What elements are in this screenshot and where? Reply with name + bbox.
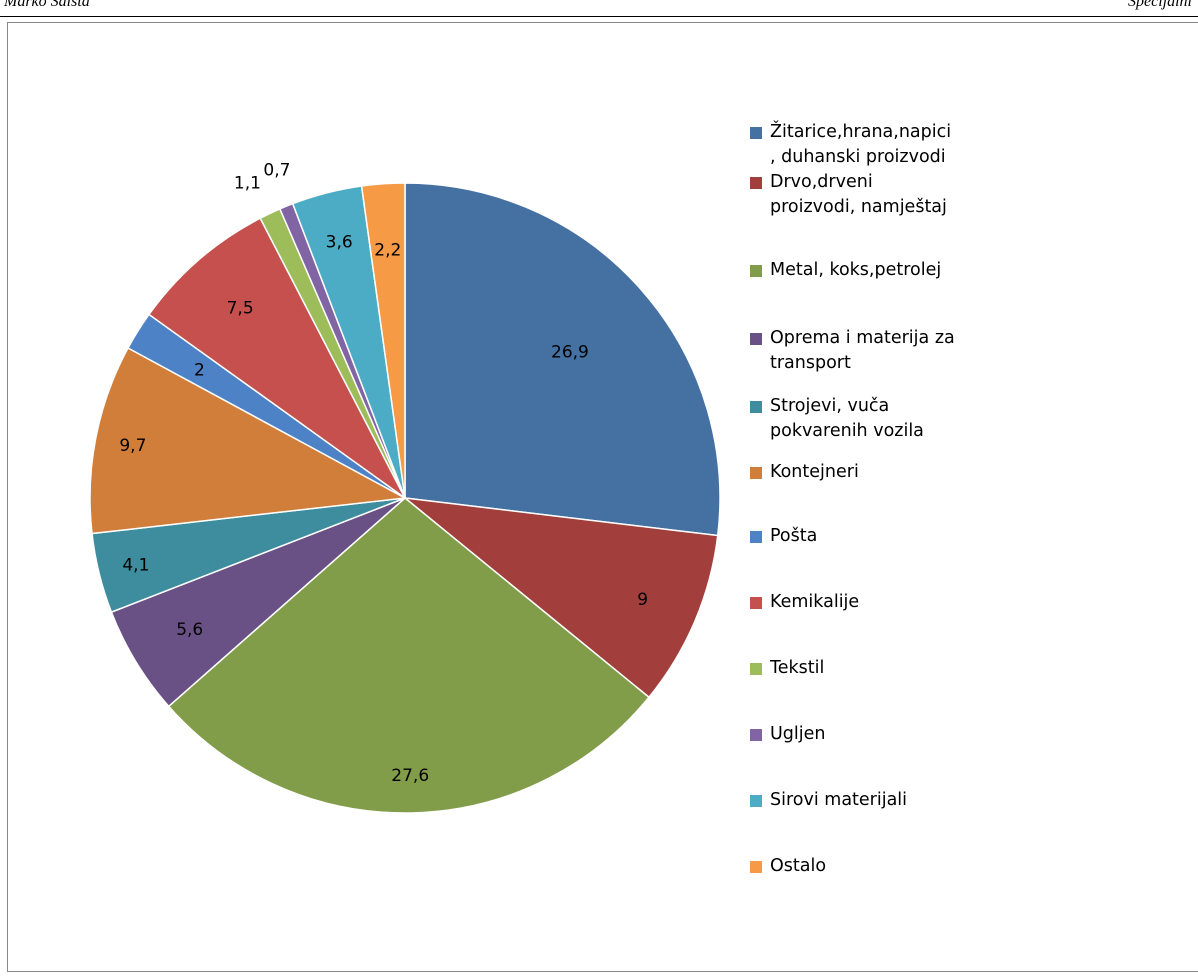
header-rule <box>0 16 1198 17</box>
legend-swatch <box>750 795 762 807</box>
legend-label: Žitarice,hrana,napici , duhanski proizvo… <box>770 122 952 167</box>
legend-label: Kemikalije <box>770 592 860 612</box>
slice-label-2: 9 <box>637 590 648 610</box>
legend-label: Ostalo <box>770 856 827 876</box>
legend-swatch <box>750 861 762 873</box>
page-header-left: Marko Šalsta <box>4 0 90 10</box>
legend-label: Ugljen <box>770 724 826 744</box>
legend-swatch <box>750 597 762 609</box>
legend-swatch <box>750 177 762 189</box>
legend-swatch <box>750 663 762 675</box>
slice-label-10: 0,7 <box>263 160 290 180</box>
slice-label-4: 5,6 <box>176 620 203 640</box>
legend-swatch <box>750 127 762 139</box>
slice-label-7: 2 <box>194 360 205 380</box>
legend-swatch <box>750 729 762 741</box>
legend-swatch <box>750 531 762 543</box>
legend-label: Oprema i materija za transport <box>770 328 955 373</box>
chart-frame <box>7 22 1198 972</box>
pie-slice-3 <box>167 497 651 814</box>
slice-label-8: 7,5 <box>227 298 254 318</box>
pie-slice-8 <box>147 217 406 499</box>
pie-slice-6 <box>89 346 408 535</box>
legend-swatch <box>750 333 762 345</box>
pie-slice-1 <box>404 182 721 537</box>
pie-slice-2 <box>402 496 719 699</box>
slice-label-1: 26,9 <box>551 343 589 363</box>
legend-label: Sirovi materijali <box>770 790 908 810</box>
legend-label: Kontejneri <box>770 462 859 482</box>
page-header-right: Specijalni <box>1128 0 1192 10</box>
slice-label-11: 3,6 <box>326 233 353 253</box>
legend-swatch <box>750 265 762 277</box>
slice-label-9: 1,1 <box>234 173 261 193</box>
slice-label-5: 4,1 <box>122 555 149 575</box>
legend-label: Strojevi, vuča pokvarenih vozila <box>770 396 924 441</box>
legend-label: Tekstil <box>770 658 825 678</box>
legend-label: Metal, koks,petrolej <box>770 260 942 280</box>
legend-swatch <box>750 401 762 413</box>
pie-slice-12 <box>360 182 406 499</box>
slice-label-6: 9,7 <box>119 436 146 456</box>
legend-label: Pošta <box>770 526 818 546</box>
legend-label: Drvo,drveni proizvodi, namještaj <box>770 172 947 217</box>
slice-label-12: 2,2 <box>374 241 401 261</box>
legend-swatch <box>750 467 762 479</box>
slice-label-3: 27,6 <box>391 766 429 786</box>
